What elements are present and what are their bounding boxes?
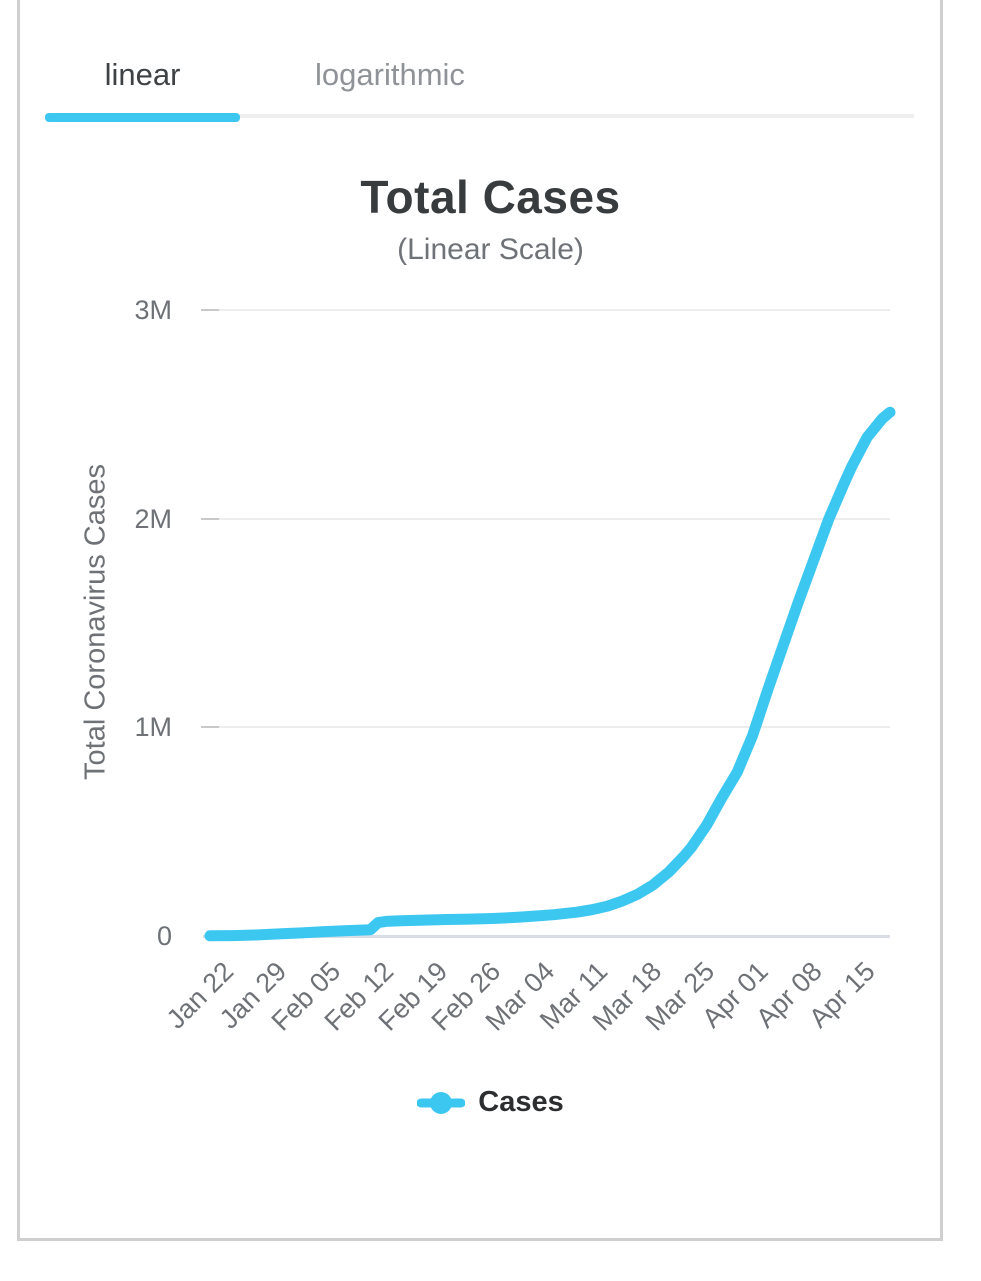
tab-underline-track xyxy=(45,114,914,118)
legend-line-icon xyxy=(417,1091,466,1114)
legend-label: Cases xyxy=(478,1086,564,1118)
tab-logarithmic[interactable]: logarithmic xyxy=(315,57,465,92)
gridline-2M xyxy=(201,517,890,520)
chart-subtitle: (Linear Scale) xyxy=(397,233,584,266)
y-tick-mark-1M xyxy=(201,726,219,729)
y-tick-label: 0 xyxy=(156,921,172,951)
y-tick-label: 1M xyxy=(134,712,172,743)
y-tick-mark-2M xyxy=(201,517,219,520)
gridline-3M xyxy=(201,308,890,311)
y-tick-label: 3M xyxy=(134,294,172,325)
chart-title: Total Cases xyxy=(360,171,621,223)
active-tab-indicator xyxy=(45,113,240,122)
y-tick-label: 2M xyxy=(134,503,172,534)
tab-linear[interactable]: linear xyxy=(104,57,181,92)
legend-item-cases[interactable]: Cases xyxy=(0,1086,981,1119)
cases-line xyxy=(204,406,896,942)
y-tick-mark-3M xyxy=(201,308,219,311)
chart-card: linear logarithmic Total Cases (Linear S… xyxy=(17,0,943,1241)
x-axis-baseline xyxy=(203,935,890,938)
gridline-1M xyxy=(201,726,890,729)
